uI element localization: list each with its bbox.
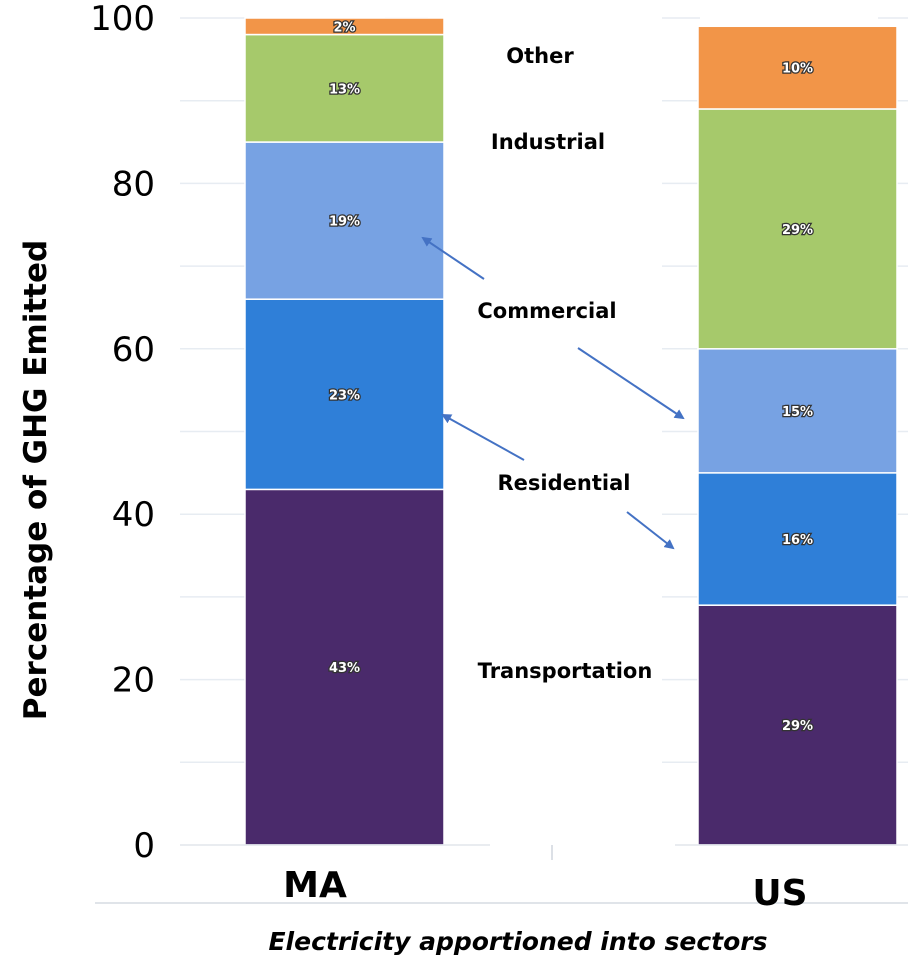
data-label-us-other: 10% [782, 62, 813, 77]
bar-segment-ma-industrial [244, 33, 445, 143]
data-label-ma-industrial: 13% [329, 82, 360, 97]
bar-segment-us-other [697, 25, 898, 110]
data-label-ma-residential: 23% [329, 388, 360, 403]
data-label-us-transportation: 29% [782, 719, 813, 734]
arrow-residential-us [626, 511, 675, 550]
y-tick-label: 60 [112, 330, 155, 370]
category-label-us: US [752, 873, 807, 914]
bar-segment-us-commercial [697, 348, 898, 474]
bar-segment-us-residential [697, 472, 898, 606]
y-axis-label: Percentage of GHG Emitted [18, 240, 54, 720]
y-tick-label: 40 [112, 495, 155, 535]
arrow-commercial-us [577, 347, 685, 420]
data-label-us-industrial: 29% [782, 223, 813, 238]
data-label-ma-commercial: 19% [329, 215, 360, 230]
bar-segment-us-transportation [697, 604, 898, 846]
y-axis-ticks: 0 20 40 60 80 100 [90, 0, 155, 866]
bar-segment-ma-other [244, 17, 445, 36]
bar-segment-ma-commercial [244, 141, 445, 300]
annotation-transportation: Transportation [478, 659, 653, 683]
arrow-residential-ma [441, 414, 525, 461]
bars: 43% 23% 19% 13% 2% 29% 16% 15% 29% 10% [244, 17, 898, 846]
annotation-industrial: Industrial [491, 130, 605, 154]
annotation-other: Other [506, 44, 574, 68]
data-label-ma-other: 2% [333, 20, 355, 35]
y-tick-label: 100 [90, 0, 155, 39]
data-label-us-residential: 16% [782, 533, 813, 548]
x-axis-label: Electricity apportioned into sectors [268, 927, 767, 956]
data-label-us-commercial: 15% [782, 405, 813, 420]
y-tick-label: 80 [112, 164, 155, 204]
y-tick-label: 0 [133, 826, 155, 866]
data-label-ma-transportation: 43% [329, 661, 360, 676]
bar-segment-ma-transportation [244, 488, 445, 846]
arrow-commercial-ma [421, 236, 485, 280]
bar-segment-ma-residential [244, 298, 445, 491]
category-label-ma: MA [283, 865, 347, 906]
annotation-residential: Residential [498, 471, 631, 495]
annotation-commercial: Commercial [477, 299, 616, 323]
y-tick-label: 20 [112, 661, 155, 701]
bar-segment-us-industrial [697, 108, 898, 350]
